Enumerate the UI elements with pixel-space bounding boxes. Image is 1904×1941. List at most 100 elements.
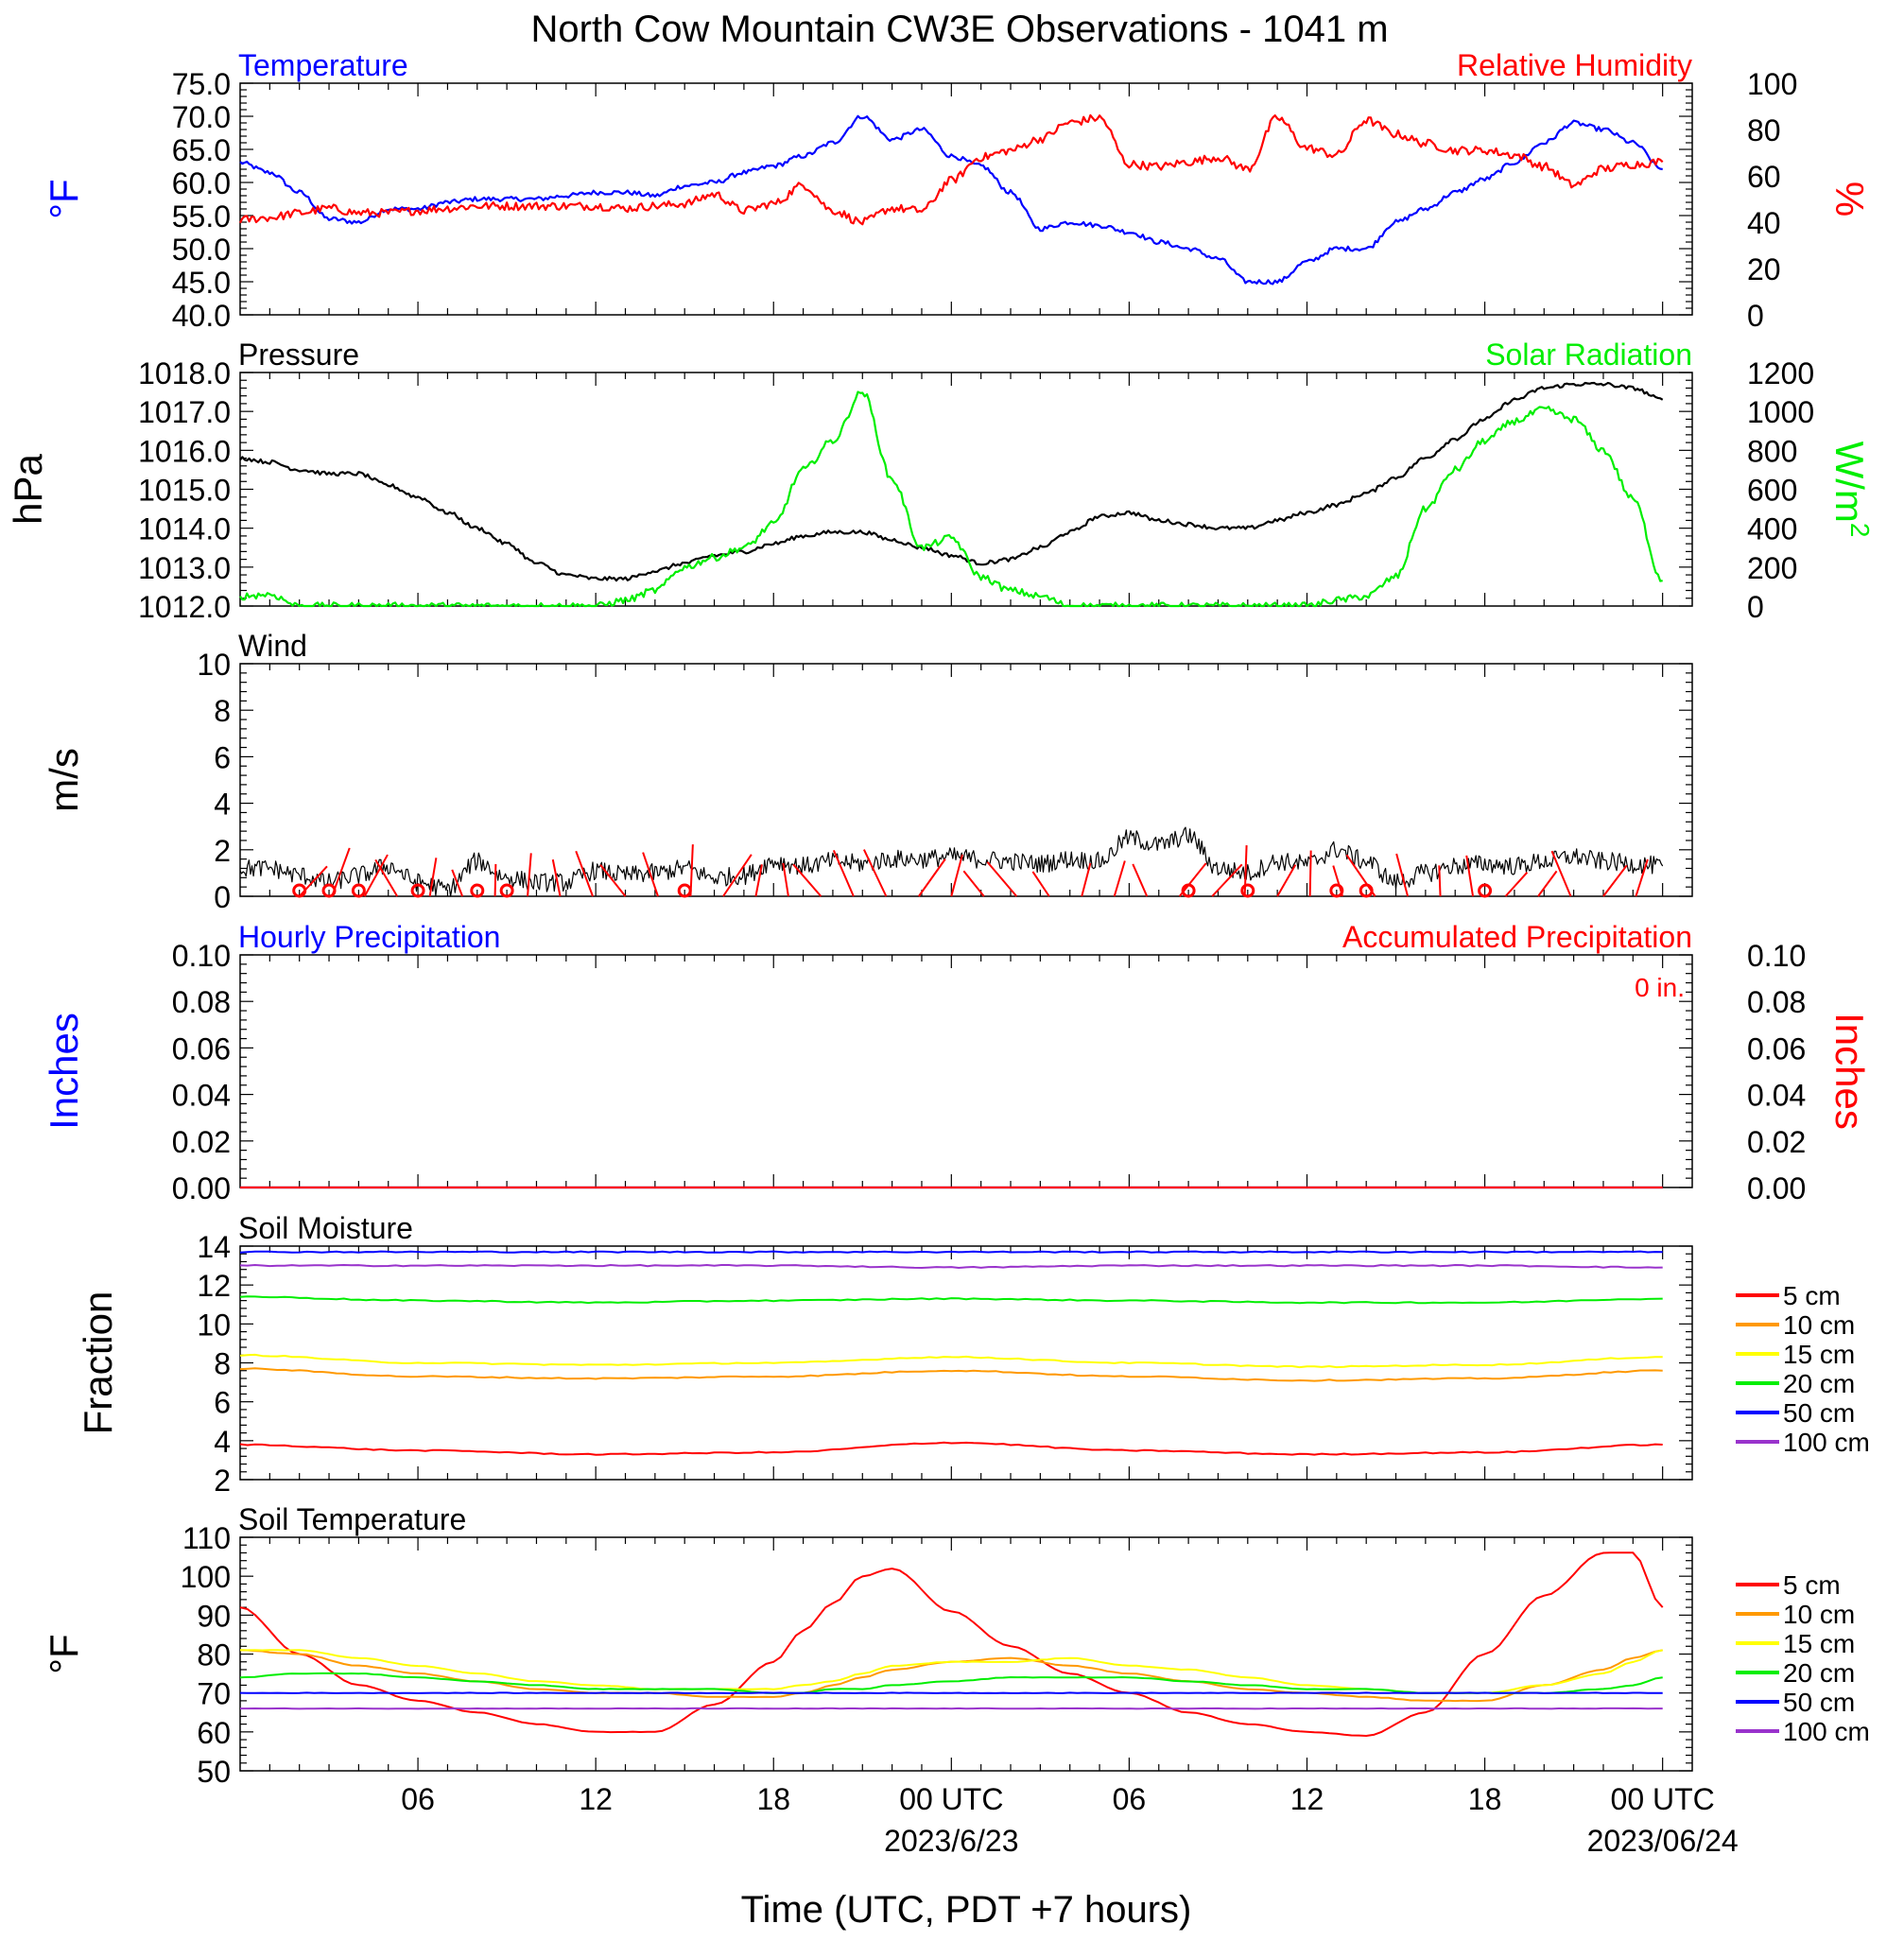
y-tick-label-left: 2 [214, 1464, 231, 1498]
y-tick-label-left: 1012.0 [138, 590, 231, 624]
y-tick-label-left: 0.02 [172, 1125, 231, 1159]
wind-barb [1132, 863, 1149, 897]
wind-barb [451, 869, 464, 897]
plot-frame [239, 1536, 1693, 1772]
y-axis-label-left: °F [42, 179, 86, 218]
x-tick-label: 06 [1113, 1782, 1147, 1816]
y-axis-label-left: m/s [42, 748, 86, 812]
y-tick-label-right: 800 [1747, 434, 1797, 468]
panel-title-left: Wind [238, 629, 307, 663]
panel-title-left: Pressure [238, 338, 359, 372]
calm-marker [1329, 883, 1344, 898]
y-tick-label-left: 8 [214, 1347, 231, 1381]
legend-label: 5 cm [1783, 1570, 1841, 1600]
calm-marker [410, 883, 425, 898]
y-tick-label-left: 8 [214, 694, 231, 728]
series-100-cm [239, 1264, 1663, 1269]
wind-barb [1395, 853, 1410, 897]
calm-marker [1181, 883, 1196, 898]
wind-barb [551, 858, 562, 897]
y-tick-label-left: 0.08 [172, 985, 231, 1019]
y-tick-label-left: 14 [197, 1230, 231, 1264]
wind-barb [1602, 864, 1628, 897]
series-temperature [239, 114, 1663, 286]
panel-title-left: Soil Moisture [238, 1211, 413, 1245]
panel-title-right: Relative Humidity [1457, 48, 1692, 82]
y-tick-label-right: 60 [1747, 160, 1781, 194]
series-10-cm [239, 1367, 1663, 1382]
wind-barb [782, 862, 789, 897]
panel-title-right: Accumulated Precipitation [1342, 920, 1692, 954]
wind-barb [1504, 872, 1529, 897]
series-5-cm [239, 1441, 1663, 1456]
wind-barb [493, 863, 497, 897]
y-tick-label-left: 0 [214, 880, 231, 914]
wind-barb [363, 854, 389, 897]
series-15-cm [239, 1353, 1663, 1369]
wind-barb [1243, 845, 1248, 897]
y-tick-label-left: 0.04 [172, 1079, 231, 1113]
y-tick-label-right: 40 [1747, 206, 1781, 240]
x-tick-label: 18 [1468, 1782, 1502, 1816]
y-tick-label-left: 1018.0 [138, 356, 231, 390]
x-tick-label: 00 UTC [1611, 1782, 1715, 1816]
wind-barb [1308, 850, 1312, 897]
y-tick-label-right: 0.08 [1747, 985, 1806, 1019]
wind-barb [950, 854, 963, 897]
wind-barb [918, 858, 946, 897]
wind-barb [1081, 862, 1092, 897]
y-tick-label-right: 20 [1747, 252, 1781, 286]
y-tick-label-left: 70 [197, 1677, 231, 1711]
calm-marker [677, 883, 692, 898]
wind-barb [986, 861, 1018, 897]
wind-barb [527, 853, 532, 897]
panel-pressure-solar: 1012.0 1013.0 1014.0 1015.0 1016.0 1017.0 1018… [6, 338, 1875, 624]
y-tick-label-left: 70.0 [172, 100, 231, 134]
y-tick-label-left: 100 [181, 1560, 231, 1594]
series-pressure [239, 381, 1664, 582]
panel-title-left: Hourly Precipitation [238, 920, 500, 954]
wind-barb [642, 852, 659, 897]
legend-label: 50 cm [1783, 1398, 1855, 1428]
wind-barb [862, 849, 888, 897]
wind-barb [428, 858, 438, 897]
y-tick-label-left: 40.0 [172, 299, 231, 333]
plot-frame [239, 954, 1693, 1188]
y-tick-label-left: 45.0 [172, 266, 231, 300]
y-tick-label-right: 600 [1747, 474, 1797, 508]
series-5-cm [239, 1551, 1664, 1737]
wind-barb [754, 864, 763, 897]
x-tick-label: 12 [579, 1782, 613, 1816]
series-15-cm [239, 1649, 1663, 1694]
y-tick-label-left: 4 [214, 1425, 231, 1459]
y-tick-label-left: 90 [197, 1599, 231, 1633]
calm-marker [1478, 883, 1493, 898]
x-tick-label: 18 [756, 1782, 790, 1816]
wind-barb [575, 850, 594, 897]
series-solar-radiation [239, 390, 1663, 608]
legend-label: 100 cm [1783, 1428, 1870, 1457]
x-tick-label: 00 UTC [899, 1782, 1003, 1816]
y-tick-label-left: 1014.0 [138, 512, 231, 546]
calm-marker [1359, 883, 1374, 898]
y-axis-label-right: % [1827, 182, 1872, 217]
calm-marker [351, 883, 366, 898]
wind-barb [832, 849, 855, 897]
y-axis-label-left: Fraction [76, 1291, 120, 1435]
calm-marker [1240, 883, 1255, 898]
y-tick-label-right: 0 [1747, 590, 1764, 624]
wind-barb [962, 870, 985, 897]
chart-title: North Cow Mountain CW3E Observations - 1… [530, 9, 1388, 50]
y-tick-label-left: 10 [197, 648, 231, 682]
wind-barb [722, 854, 753, 897]
series-wind [239, 826, 1664, 897]
y-axis-label-left: Inches [42, 1013, 86, 1130]
wind-barb [1465, 855, 1475, 897]
panel-title-right: Solar Radiation [1485, 338, 1692, 372]
panel-title-left: Temperature [238, 48, 408, 82]
y-tick-label-left: 6 [214, 1386, 231, 1420]
y-axis-label-left: hPa [6, 453, 50, 524]
